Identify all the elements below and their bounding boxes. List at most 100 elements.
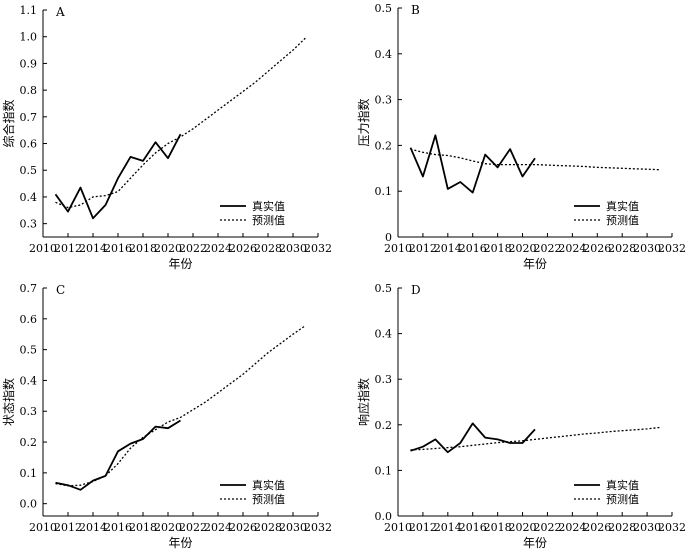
x-tick-label: 2016 xyxy=(104,521,132,534)
x-tick-label: 2018 xyxy=(129,242,157,255)
y-tick-label: 0.9 xyxy=(20,57,38,70)
x-tick-label: 2028 xyxy=(254,521,282,534)
panel-letter: B xyxy=(411,3,420,17)
x-tick-label: 2012 xyxy=(409,521,437,534)
panel-letter: D xyxy=(411,283,421,297)
x-tick-label: 2012 xyxy=(54,521,82,534)
x-axis-label: 年份 xyxy=(168,536,192,550)
x-tick-label: 2032 xyxy=(304,242,332,255)
x-tick-label: 2018 xyxy=(129,521,157,534)
x-tick-label: 2026 xyxy=(583,521,611,534)
x-tick-label: 2014 xyxy=(434,242,462,255)
y-axis-label: 响应指数 xyxy=(356,378,371,426)
x-tick-label: 2022 xyxy=(179,521,207,534)
y-tick-label: 0.6 xyxy=(20,138,38,151)
series-predicted-line xyxy=(410,426,660,451)
x-tick-label: 2028 xyxy=(608,242,636,255)
x-tick-label: 2020 xyxy=(509,242,537,255)
series-actual-line xyxy=(410,422,536,454)
x-tick-label: 2024 xyxy=(204,242,232,255)
x-tick-label: 2010 xyxy=(29,521,57,534)
y-tick-label: 0.0 xyxy=(375,510,393,523)
y-tick-label: 0.7 xyxy=(20,282,38,295)
x-tick-label: 2014 xyxy=(79,521,107,534)
y-tick-label: 1.1 xyxy=(20,4,38,17)
legend-label: 真实值 xyxy=(606,478,639,492)
x-tick-label: 2012 xyxy=(54,242,82,255)
y-tick-label: 0.6 xyxy=(20,313,38,326)
x-tick-label: 2026 xyxy=(229,242,257,255)
panel-b: 2010201220142016201820202022202420262028… xyxy=(356,2,686,271)
y-tick-label: 0.8 xyxy=(20,84,38,97)
series-predicted-line xyxy=(55,37,306,209)
y-tick-label: 0.5 xyxy=(20,344,38,357)
legend-label: 真实值 xyxy=(252,199,285,213)
y-axis-label: 状态指数 xyxy=(1,378,16,426)
x-tick-label: 2030 xyxy=(279,521,307,534)
x-axis-label: 年份 xyxy=(523,536,547,550)
y-tick-label: 0.4 xyxy=(20,191,38,204)
x-tick-label: 2022 xyxy=(533,242,561,255)
legend-label: 真实值 xyxy=(606,199,639,213)
x-tick-label: 2030 xyxy=(633,521,661,534)
y-tick-label: 0.4 xyxy=(20,374,38,387)
x-tick-label: 2026 xyxy=(583,242,611,255)
y-tick-label: 0.3 xyxy=(375,373,393,386)
x-tick-label: 2022 xyxy=(179,242,207,255)
x-tick-label: 2028 xyxy=(608,521,636,534)
x-tick-label: 2028 xyxy=(254,242,282,255)
y-tick-label: 0.5 xyxy=(20,164,38,177)
x-tick-label: 2012 xyxy=(409,242,437,255)
x-tick-label: 2024 xyxy=(204,521,232,534)
x-tick-label: 2026 xyxy=(229,521,257,534)
x-tick-label: 2030 xyxy=(279,242,307,255)
x-tick-label: 2020 xyxy=(154,521,182,534)
x-tick-label: 2020 xyxy=(509,521,537,534)
y-tick-label: 0.1 xyxy=(375,464,393,477)
panel-letter: C xyxy=(56,283,65,297)
x-tick-label: 2010 xyxy=(384,521,412,534)
y-tick-label: 0.2 xyxy=(375,139,393,152)
legend-label: 预测值 xyxy=(606,214,639,227)
x-tick-label: 2024 xyxy=(558,521,586,534)
y-tick-label: 1.0 xyxy=(20,31,38,44)
series-actual-line xyxy=(54,133,182,220)
x-tick-label: 2018 xyxy=(484,242,512,255)
series-actual-line xyxy=(409,134,536,194)
y-tick-label: 0.7 xyxy=(20,111,38,124)
y-tick-label: 0.3 xyxy=(20,405,38,418)
y-tick-label: 0 xyxy=(385,231,392,244)
panel-letter: A xyxy=(55,5,65,19)
series-predicted-line xyxy=(410,148,660,171)
panel-a: 2010201220142016201820202022202420262028… xyxy=(1,4,332,271)
y-tick-label: 0.4 xyxy=(375,328,393,341)
x-tick-label: 2018 xyxy=(484,521,512,534)
x-tick-label: 2032 xyxy=(304,521,332,534)
x-tick-label: 2014 xyxy=(79,242,107,255)
legend-label: 预测值 xyxy=(252,493,285,506)
x-tick-label: 2022 xyxy=(533,521,561,534)
x-tick-label: 2010 xyxy=(29,242,57,255)
y-tick-label: 0.4 xyxy=(375,48,393,61)
x-tick-label: 2020 xyxy=(154,242,182,255)
legend-label: 真实值 xyxy=(252,478,285,492)
y-tick-label: 0.1 xyxy=(20,467,38,480)
x-tick-label: 2024 xyxy=(558,242,586,255)
x-tick-label: 2016 xyxy=(459,242,487,255)
y-tick-label: 0.5 xyxy=(375,2,393,15)
x-tick-label: 2016 xyxy=(104,242,132,255)
x-tick-label: 2032 xyxy=(658,242,686,255)
y-axis-label: 压力指数 xyxy=(356,98,371,146)
x-tick-label: 2030 xyxy=(633,242,661,255)
x-tick-label: 2016 xyxy=(459,521,487,534)
series-actual-line xyxy=(55,419,181,491)
y-tick-label: 0.2 xyxy=(375,419,393,432)
y-tick-label: 0.3 xyxy=(375,94,393,107)
panel-c: 2010201220142016201820202022202420262028… xyxy=(1,282,332,550)
panel-d: 2010201220142016201820202022202420262028… xyxy=(356,282,686,550)
x-tick-label: 2014 xyxy=(434,521,462,534)
x-axis-label: 年份 xyxy=(168,257,192,271)
series-predicted-line xyxy=(55,325,306,487)
legend-label: 预测值 xyxy=(252,214,285,227)
legend-label: 预测值 xyxy=(606,493,639,506)
